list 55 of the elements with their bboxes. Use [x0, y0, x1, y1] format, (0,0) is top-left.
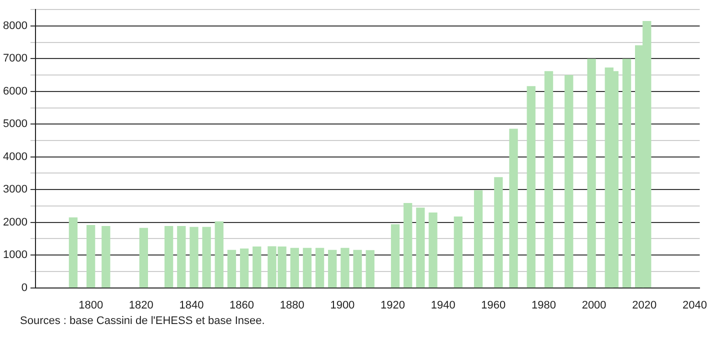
bar	[454, 216, 463, 288]
bar	[494, 177, 503, 288]
bar	[564, 75, 574, 288]
bar	[390, 224, 400, 288]
bar	[177, 226, 186, 288]
x-tick-label: 2000	[582, 299, 606, 312]
bar	[474, 190, 483, 288]
bar	[252, 246, 262, 288]
x-tick-label: 1840	[179, 299, 204, 312]
source-note: Sources : base Cassini de l'EHESS et base Insee.	[19, 315, 266, 327]
y-tick-label: 0	[21, 282, 28, 294]
x-tick-label: 1800	[78, 299, 104, 312]
bar	[587, 58, 596, 288]
bar	[240, 248, 249, 288]
bar	[340, 248, 350, 288]
x-tick-label: 2040	[682, 299, 707, 312]
x-tick-label: 1900	[330, 299, 355, 312]
x-tick-label: 1960	[481, 299, 506, 312]
bar	[302, 248, 312, 288]
bar	[214, 221, 224, 288]
y-tick-label: 4000	[2, 150, 28, 163]
bar	[202, 226, 211, 288]
x-tick-label: 1940	[430, 299, 456, 312]
bar	[315, 248, 324, 288]
bar	[428, 212, 438, 288]
y-tick-label: 6000	[2, 85, 28, 98]
bar	[544, 71, 554, 288]
bar	[68, 217, 78, 288]
y-tick-label: 7000	[2, 52, 28, 65]
x-tick-label: 1860	[230, 299, 254, 312]
bar	[164, 226, 174, 288]
x-tick-label: 1920	[380, 299, 406, 312]
bar	[86, 224, 96, 288]
bar	[416, 208, 425, 288]
x-tick-label: 1980	[531, 299, 556, 312]
bar	[139, 228, 148, 288]
bar	[190, 226, 198, 288]
bar	[102, 226, 110, 288]
bar	[526, 86, 536, 288]
y-tick-label: 3000	[2, 184, 28, 196]
bar	[227, 250, 236, 288]
y-tick-label: 2000	[2, 216, 28, 228]
x-tick-label: 2020	[632, 299, 657, 312]
bar	[509, 128, 518, 288]
x-tick-label: 1820	[128, 299, 154, 312]
bar	[353, 250, 362, 288]
bar	[366, 250, 374, 288]
x-tick-label: 1880	[280, 299, 304, 312]
bar	[404, 203, 412, 288]
bar	[290, 248, 299, 288]
bar	[328, 250, 337, 288]
y-tick-label: 8000	[2, 20, 28, 32]
bar	[622, 58, 632, 288]
y-tick-label: 5000	[2, 118, 28, 130]
y-tick-label: 1000	[2, 249, 28, 262]
